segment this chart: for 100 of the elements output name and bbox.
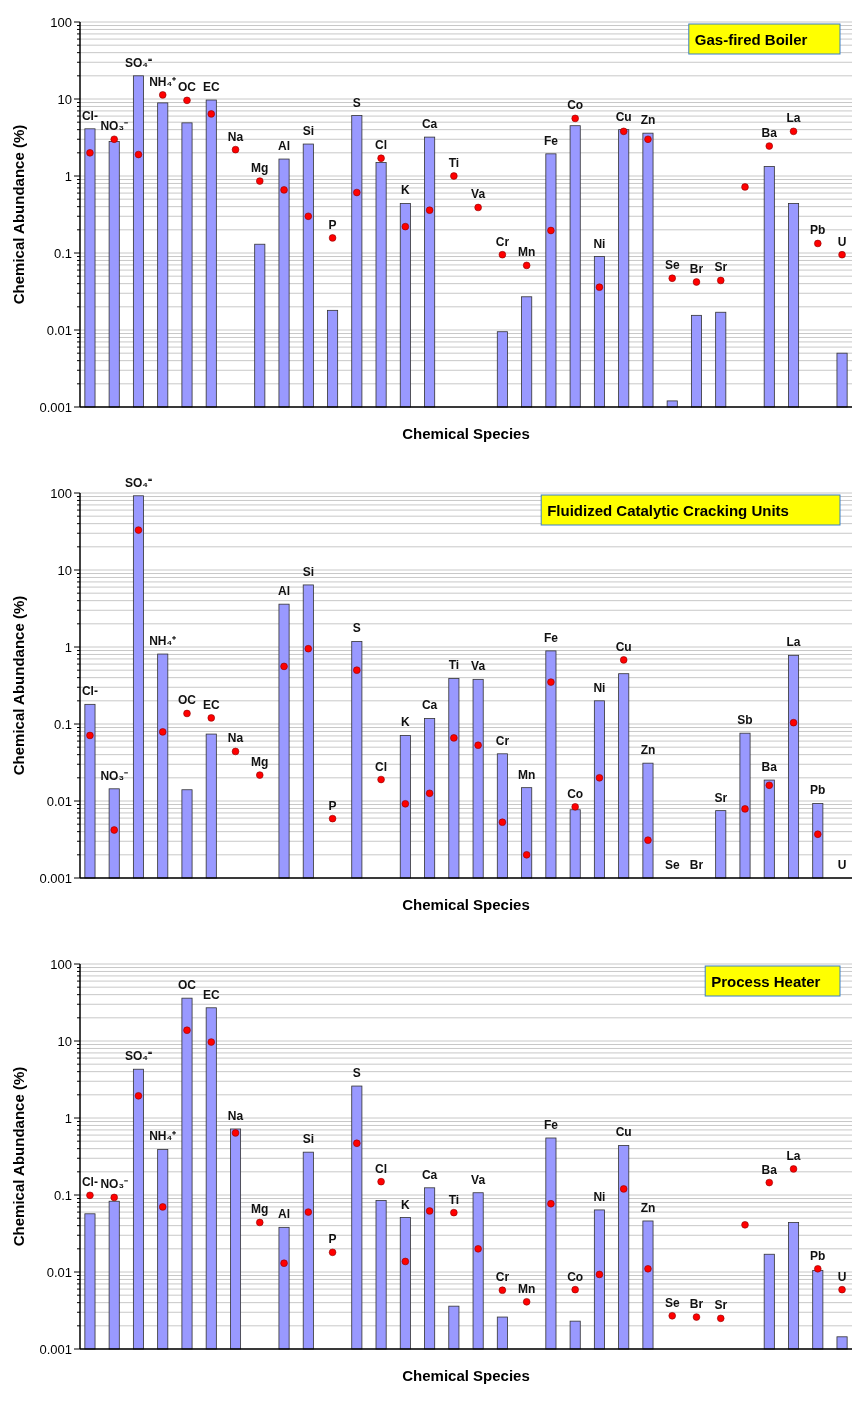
y-tick-label: 0.01 xyxy=(46,322,72,338)
x-axis-title: Chemical Species xyxy=(402,1367,530,1384)
point xyxy=(159,91,167,99)
x-tick-label: Br xyxy=(689,1297,704,1312)
x-tick-label: Cl xyxy=(375,759,388,774)
point xyxy=(425,789,434,797)
y-axis-title: Chemical Abundance (%) xyxy=(10,595,27,776)
x-tick-label: Co xyxy=(567,98,584,113)
x-tick-label: Cl- xyxy=(81,1175,98,1190)
point xyxy=(474,1245,482,1253)
x-tick-label: EC xyxy=(202,80,220,95)
point xyxy=(304,212,312,220)
point xyxy=(207,110,215,118)
point xyxy=(620,127,628,136)
x-tick-label: Cl- xyxy=(81,108,98,123)
x-tick-label: Fe xyxy=(543,1117,559,1132)
x-tick-label: Cu xyxy=(615,109,632,124)
point xyxy=(595,774,604,782)
x-tick-label: U xyxy=(837,1269,847,1284)
point xyxy=(814,830,822,838)
point xyxy=(159,728,167,736)
x-tick-label: Zn xyxy=(640,1200,656,1215)
x-tick-label: Mn xyxy=(517,767,536,782)
x-tick-label: La xyxy=(786,635,801,650)
x-tick-label: Pb xyxy=(810,1248,826,1263)
point xyxy=(571,1285,579,1294)
point xyxy=(571,803,579,811)
point xyxy=(86,1191,94,1200)
point xyxy=(765,142,773,150)
x-axis-title: Chemical Species xyxy=(402,896,530,913)
point xyxy=(571,114,579,123)
x-tick-label: Ba xyxy=(761,126,778,141)
y-axis-title: Chemical Abundance (%) xyxy=(10,1066,27,1247)
point xyxy=(522,261,531,270)
x-tick-label: Ni xyxy=(593,1189,606,1204)
x-tick-label: Co xyxy=(567,1269,584,1284)
point xyxy=(401,222,410,231)
x-tick-label: Fe xyxy=(543,133,559,148)
x-tick-label: Va xyxy=(471,187,486,202)
x-tick-label: Ti xyxy=(448,1192,460,1207)
point xyxy=(838,1285,846,1294)
point xyxy=(159,1203,167,1211)
y-tick-label: 100 xyxy=(50,956,72,972)
point xyxy=(498,1286,507,1294)
x-tick-label: Br xyxy=(689,262,704,277)
x-tick-label: Cu xyxy=(615,639,632,654)
point xyxy=(644,836,652,844)
point xyxy=(256,771,264,779)
point xyxy=(256,177,264,185)
point xyxy=(717,276,725,285)
x-tick-label: Na xyxy=(227,731,244,746)
point xyxy=(401,1257,410,1266)
point xyxy=(692,1313,701,1321)
point xyxy=(595,283,604,291)
point xyxy=(765,1178,773,1187)
point xyxy=(425,206,434,214)
x-tick-label: P xyxy=(328,1232,337,1247)
x-tick-label: Ba xyxy=(761,1162,778,1177)
x-tick-label: Sr xyxy=(714,790,728,805)
point xyxy=(280,186,288,194)
x-tick-label: SO₄⁼ xyxy=(124,55,152,70)
point xyxy=(183,96,191,105)
x-tick-label: Al xyxy=(278,1207,291,1222)
x-tick-label: NO₃⁻ xyxy=(100,768,128,783)
point xyxy=(838,251,846,259)
point xyxy=(644,135,652,143)
point xyxy=(353,1139,361,1147)
x-tick-label: Zn xyxy=(640,113,656,128)
x-tick-label: NH₄⁺ xyxy=(149,634,177,649)
point xyxy=(547,1200,555,1208)
point xyxy=(668,1312,676,1320)
x-tick-label: NH₄⁺ xyxy=(149,1129,177,1144)
x-tick-label: Va xyxy=(471,659,486,674)
x-tick-label: SO₄⁼ xyxy=(124,475,152,490)
x-tick-label: Cl- xyxy=(81,684,98,699)
x-tick-label: Ca xyxy=(421,698,438,713)
x-tick-label: Ti xyxy=(448,156,460,170)
point xyxy=(377,775,385,784)
x-tick-label: P xyxy=(328,798,337,813)
x-tick-label: Pb xyxy=(810,783,826,798)
y-tick-label: 1 xyxy=(64,639,72,655)
x-tick-label: EC xyxy=(202,987,220,1002)
point xyxy=(814,239,822,248)
y-tick-label: 10 xyxy=(57,91,72,107)
point xyxy=(522,851,531,859)
y-tick-label: 0.1 xyxy=(53,716,72,732)
point xyxy=(425,1207,434,1215)
x-tick-label: Cl xyxy=(375,1161,388,1176)
x-tick-label: Ca xyxy=(421,1167,438,1182)
x-tick-label: NH₄⁺ xyxy=(149,74,177,89)
x-tick-label: K xyxy=(401,715,411,730)
x-tick-label: Al xyxy=(278,584,291,599)
x-tick-label: Ba xyxy=(761,760,778,775)
x-tick-label: Sr xyxy=(714,260,728,275)
x-tick-label: La xyxy=(786,111,801,126)
x-tick-label: La xyxy=(786,1148,801,1163)
x-tick-label: OC xyxy=(177,978,197,993)
point xyxy=(110,135,118,143)
x-tick-label: Mg xyxy=(251,161,269,176)
x-tick-label: K xyxy=(401,183,411,198)
